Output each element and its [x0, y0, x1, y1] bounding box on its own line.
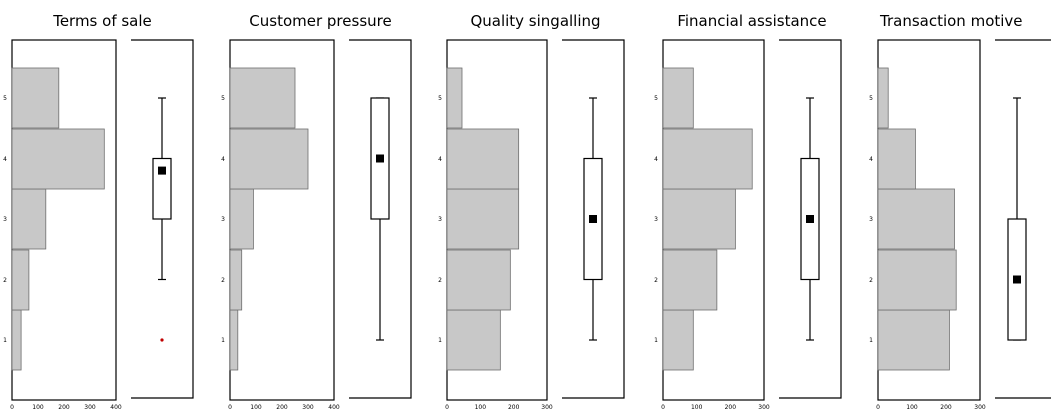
x-tick-label: 200	[940, 404, 952, 411]
y-tick-label: 1	[3, 337, 7, 344]
y-tick-label: 3	[221, 216, 225, 223]
panel-title: Financial assistance	[677, 12, 826, 30]
y-tick-label: 2	[3, 277, 7, 284]
x-tick-label: 200	[276, 404, 288, 411]
mean-marker	[1013, 275, 1021, 284]
histogram-bar	[877, 67, 889, 129]
y-tick-label: 4	[221, 156, 225, 163]
boxplot-frame	[562, 39, 625, 399]
y-tick-label: 4	[869, 156, 873, 163]
x-tick-label: 300	[541, 404, 553, 411]
mean-marker	[158, 166, 166, 175]
histogram-bar	[229, 128, 309, 190]
panel-title: Customer pressure	[249, 12, 391, 30]
x-tick-label: 0	[876, 404, 880, 411]
panel-title: Terms of sale	[52, 12, 152, 30]
boxplot-frame	[349, 39, 412, 399]
x-tick-label: 300	[84, 404, 96, 411]
x-tick-label: 0	[10, 404, 14, 411]
y-tick-label: 3	[654, 216, 658, 223]
panel-title: Transaction motive	[879, 12, 1023, 30]
x-tick-label: 200	[58, 404, 70, 411]
histogram-bar	[877, 249, 957, 311]
y-tick-label: 3	[869, 216, 873, 223]
y-tick-label: 1	[869, 337, 873, 344]
histogram-bar	[662, 309, 694, 371]
y-tick-label: 5	[3, 95, 7, 102]
mean-marker	[376, 154, 384, 163]
boxplot-box	[152, 157, 172, 220]
y-tick-label: 4	[654, 156, 658, 163]
x-tick-label: 0	[445, 404, 449, 411]
histogram-bar	[877, 188, 955, 250]
x-tick-label: 0	[228, 404, 232, 411]
y-tick-label: 5	[654, 95, 658, 102]
y-tick-label: 4	[438, 156, 442, 163]
y-tick-label: 1	[654, 337, 658, 344]
histogram-bar	[446, 188, 520, 250]
y-tick-label: 3	[438, 216, 442, 223]
y-tick-label: 5	[869, 95, 873, 102]
histogram-bar	[446, 249, 511, 311]
histogram-bar	[662, 67, 694, 129]
histogram-bar	[662, 188, 736, 250]
y-tick-label: 2	[654, 277, 658, 284]
y-tick-label: 1	[221, 337, 225, 344]
boxplot-frame	[779, 39, 842, 399]
histogram-bar	[877, 309, 950, 371]
histogram-bar	[662, 249, 718, 311]
histogram-bar	[446, 67, 463, 129]
histogram-bar	[229, 67, 296, 129]
histogram-bar	[877, 128, 916, 190]
y-tick-label: 2	[221, 277, 225, 284]
x-tick-label: 200	[725, 404, 737, 411]
x-tick-label: 400	[110, 404, 122, 411]
histogram-bar	[229, 188, 254, 250]
outlier-point	[160, 338, 164, 342]
histogram-bar	[446, 309, 501, 371]
boxplot-frame	[131, 39, 194, 399]
histogram-bar	[446, 128, 520, 190]
y-tick-label: 5	[221, 95, 225, 102]
x-tick-label: 400	[328, 404, 340, 411]
x-tick-label: 100	[475, 404, 487, 411]
mean-marker	[806, 215, 814, 223]
x-tick-label: 100	[691, 404, 703, 411]
histogram-bar	[11, 67, 60, 129]
x-tick-label: 300	[302, 404, 314, 411]
histogram-bar	[11, 128, 105, 190]
y-tick-label: 1	[438, 337, 442, 344]
x-tick-label: 300	[974, 404, 986, 411]
mean-marker	[589, 215, 597, 223]
panel-title: Quality singalling	[470, 12, 600, 30]
y-tick-label: 2	[438, 277, 442, 284]
x-tick-label: 200	[508, 404, 520, 411]
y-tick-label: 5	[438, 95, 442, 102]
histogram-bar	[11, 249, 30, 311]
x-tick-label: 300	[758, 404, 770, 411]
histogram-bar	[229, 309, 239, 371]
histogram-bar	[11, 188, 47, 250]
x-tick-label: 100	[32, 404, 44, 411]
histogram-bar	[662, 128, 753, 190]
x-tick-label: 100	[906, 404, 918, 411]
y-tick-label: 3	[3, 216, 7, 223]
x-tick-label: 100	[250, 404, 262, 411]
histogram-bar	[11, 309, 22, 371]
y-tick-label: 2	[869, 277, 873, 284]
y-tick-label: 4	[3, 156, 7, 163]
histogram-bar	[229, 249, 243, 311]
x-tick-label: 0	[661, 404, 665, 411]
